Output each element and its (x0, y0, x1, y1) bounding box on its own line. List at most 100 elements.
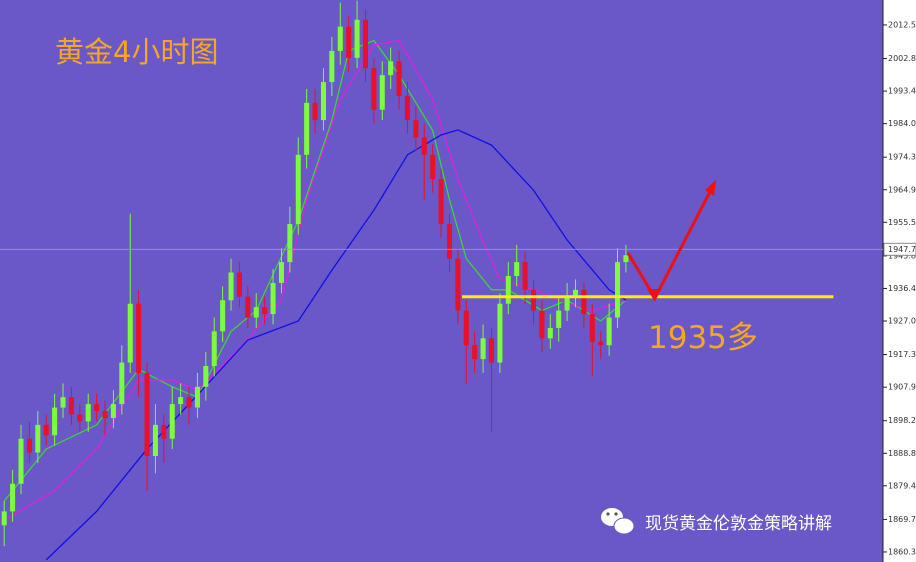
candle-body (136, 303, 142, 373)
candle-body (396, 61, 402, 96)
candle-body (505, 275, 511, 304)
candle-body (547, 327, 553, 339)
candle-body (52, 407, 58, 436)
candle-body (127, 303, 133, 363)
watermark: 现货黄金伦敦金策略讲解 (645, 514, 832, 534)
y-tick-label: 1888.8 (888, 449, 916, 458)
arrow-head (647, 289, 660, 302)
plot-background (0, 0, 883, 562)
candle-body (404, 95, 410, 121)
candle-body (94, 404, 100, 412)
candle-body (18, 438, 24, 484)
candle-body (446, 224, 453, 259)
candle-body (194, 386, 200, 408)
candle-body (572, 289, 579, 297)
candle-body (455, 258, 461, 311)
y-tick-label: 1907.9 (888, 383, 916, 392)
candle-body (522, 262, 528, 290)
candle-body (362, 19, 368, 69)
candle-body (614, 262, 621, 318)
candle-body (379, 75, 385, 110)
candle-body (530, 289, 537, 311)
forecast-arrow (626, 180, 716, 302)
last-price-box (883, 242, 916, 256)
y-tick-label: 1993.4 (888, 87, 916, 96)
icon-bubble (613, 517, 635, 535)
candle-body (10, 483, 16, 512)
y-tick-label: 1955.5 (888, 218, 916, 227)
candle-body (329, 50, 335, 83)
y-tick-label: 2002.8 (888, 54, 916, 63)
candle-body (152, 424, 158, 457)
candle-body (245, 296, 251, 318)
candle-body (1, 511, 7, 526)
candle-body (480, 338, 486, 360)
y-tick-label: 1860.3 (888, 547, 916, 556)
candle-body (488, 338, 495, 363)
candle-body (144, 372, 150, 457)
candle-body (556, 310, 562, 328)
candle-body (26, 438, 32, 453)
candle-body (438, 179, 444, 225)
candle-body (262, 307, 268, 315)
candle-body (312, 102, 318, 121)
candle-body (211, 331, 217, 367)
candle-body (161, 424, 167, 439)
y-tick-label: 1927.0 (888, 316, 916, 325)
candle-body (413, 120, 419, 138)
axis-background (883, 0, 916, 562)
candle-body (253, 307, 259, 318)
wechat-icon (601, 508, 635, 535)
y-tick-label: 1964.9 (888, 185, 916, 194)
candle-body (564, 296, 570, 311)
candle-body (68, 397, 74, 415)
candle-body (320, 82, 326, 121)
candle-body (581, 289, 587, 315)
candle-body (598, 341, 604, 346)
y-tick-label: 1936.4 (888, 284, 916, 293)
plot (0, 0, 883, 561)
candle-body (514, 262, 520, 276)
y-tick-label: 2012.5 (888, 20, 916, 29)
candle-body (623, 255, 629, 263)
candle-body (371, 68, 377, 110)
chart-title: 黄金4小时图 (55, 35, 218, 69)
candle-body (354, 19, 360, 58)
candle-body (203, 366, 209, 387)
candle-body (60, 397, 66, 408)
candle-body (169, 404, 175, 439)
candle-body (43, 424, 49, 436)
candle-body (539, 310, 545, 339)
candle-body (430, 154, 436, 180)
last-price-label: 1947.7 (888, 245, 916, 254)
candle-body (220, 300, 226, 332)
candle-body (472, 345, 478, 360)
candle-body (304, 102, 310, 155)
candle-body (497, 303, 503, 363)
candle-body (278, 262, 284, 283)
candle-body (421, 137, 427, 155)
y-tick-label: 1898.2 (888, 416, 916, 425)
arrow-head (705, 180, 716, 196)
candle-body (228, 272, 234, 301)
annotation: 1935多 (648, 320, 758, 356)
candle-body (178, 397, 184, 405)
y-tick-label: 1945.8 (888, 251, 916, 260)
candle-body (35, 424, 41, 453)
candle-body (186, 397, 192, 408)
candle-body (589, 314, 595, 342)
ma-line (3, 39, 627, 521)
y-tick-label: 1869.7 (888, 515, 916, 524)
candle-body (110, 404, 116, 418)
y-tick-label: 1974.3 (888, 153, 916, 162)
icon-eye (614, 512, 618, 516)
candle-body (337, 26, 343, 51)
y-tick-label: 1984.0 (888, 119, 916, 128)
candle-body (295, 154, 301, 225)
candle-body (85, 404, 91, 422)
candle-body (287, 224, 293, 263)
icon-eye (606, 512, 610, 516)
candle-body (77, 414, 83, 422)
y-tick-label: 1879.4 (888, 481, 916, 490)
